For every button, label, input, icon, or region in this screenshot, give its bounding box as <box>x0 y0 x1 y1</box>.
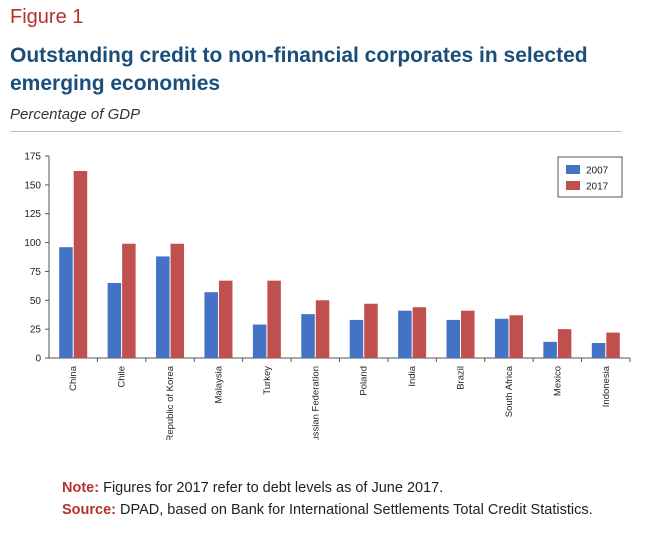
divider-rule <box>10 131 622 132</box>
category-label: India <box>407 365 418 386</box>
note-line: Note: Figures for 2017 refer to debt lev… <box>62 477 593 499</box>
bar-2017-republic-of-korea <box>170 243 185 358</box>
category-label: Poland <box>359 366 370 396</box>
note-key: Note: <box>62 480 100 496</box>
legend-swatch-2017 <box>566 181 580 190</box>
category-label: China <box>68 365 79 391</box>
category-label: Chile <box>117 366 128 388</box>
category-label: Mexico <box>552 366 563 396</box>
legend: 2007 2017 <box>557 156 623 198</box>
bar-2007-south-africa <box>494 318 509 358</box>
category-label: South Africa <box>504 365 515 417</box>
bar-2017-china <box>73 171 88 358</box>
category-label: Russian Federation <box>310 366 321 440</box>
bar-2017-turkey <box>267 280 281 358</box>
bar-2017-chile <box>122 243 136 358</box>
source-key: Source: <box>62 502 116 518</box>
chart-subtitle: Percentage of GDP <box>10 106 141 123</box>
chart-title: Outstanding credit to non-financial corp… <box>10 44 588 95</box>
bar-2007-mexico <box>543 341 557 358</box>
y-tick-label: 175 <box>24 152 41 163</box>
bar-2007-india <box>398 310 412 358</box>
bar-2017-poland <box>364 303 378 358</box>
y-tick-label: 25 <box>30 325 42 336</box>
bar-2007-brazil <box>446 319 461 358</box>
y-tick-label: 150 <box>24 180 41 191</box>
bar-2017-malaysia <box>218 280 233 358</box>
y-tick-label: 0 <box>35 354 41 365</box>
bar-2017-indonesia <box>606 332 620 358</box>
y-tick-label: 100 <box>24 238 41 249</box>
note-text: Figures for 2017 refer to debt levels as… <box>103 480 444 496</box>
bar-2007-russian-federation <box>301 314 315 358</box>
bar-2007-malaysia <box>204 292 218 358</box>
category-label: Malaysia <box>213 365 224 403</box>
category-label: Brazil <box>456 366 467 390</box>
y-tick-label: 50 <box>30 296 42 307</box>
source-text: DPAD, based on Bank for International Se… <box>120 502 593 518</box>
bar-2007-turkey <box>252 324 267 358</box>
bar-2007-republic-of-korea <box>156 256 170 358</box>
bar-2017-india <box>412 307 427 358</box>
source-line: Source: DPAD, based on Bank for Internat… <box>62 499 593 521</box>
bar-2017-mexico <box>557 329 572 358</box>
bar-2017-brazil <box>461 310 475 358</box>
category-label: Republic of Korea <box>165 365 176 440</box>
y-tick-label: 125 <box>24 209 41 220</box>
bar-2017-south-africa <box>509 315 523 358</box>
legend-label-2007: 2007 <box>586 166 609 177</box>
bars-group <box>59 171 620 358</box>
notes-block: Note: Figures for 2017 refer to debt lev… <box>62 477 593 521</box>
x-axis-labels: China Chile Republic of Korea Malaysia Turke… <box>68 358 631 440</box>
bar-2007-indonesia <box>591 342 606 358</box>
bar-2007-chile <box>107 282 122 358</box>
y-tick-label: 75 <box>30 267 42 278</box>
category-label: Indonesia <box>601 365 612 407</box>
bar-2007-china <box>59 247 73 358</box>
legend-label-2017: 2017 <box>586 182 609 193</box>
category-label: Turkey <box>262 366 273 395</box>
figure-label: Figure 1 <box>10 6 84 28</box>
bar-2007-poland <box>349 319 364 358</box>
bar-chart: 0 25 50 75 100 125 150 175 China Chile Republic o… <box>24 152 631 440</box>
legend-box <box>557 156 623 198</box>
legend-swatch-2007 <box>566 165 580 174</box>
bar-2017-russian-federation <box>315 300 330 358</box>
